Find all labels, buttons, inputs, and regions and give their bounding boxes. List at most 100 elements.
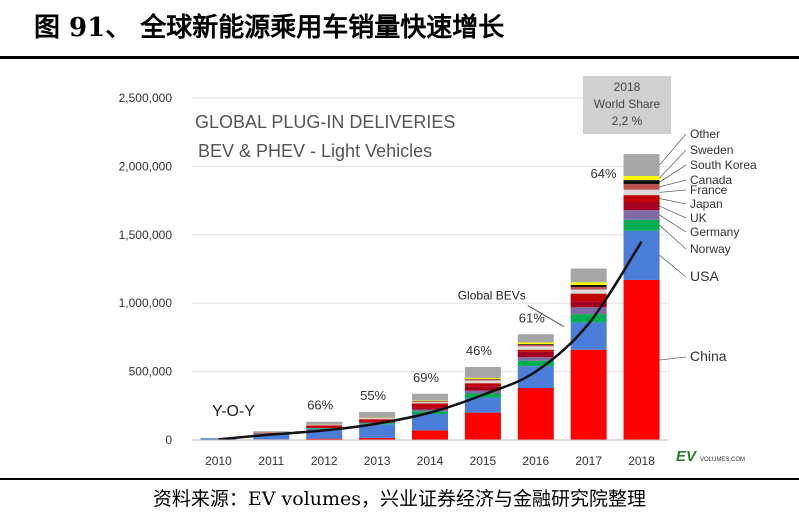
bar-segment-usa: [306, 429, 343, 439]
bar-segment-uk: [517, 351, 554, 358]
leader-uk: [659, 205, 687, 219]
bar-segment-uk: [570, 301, 607, 308]
y-tick-label: 2,500,000: [119, 91, 173, 105]
leader-usa: [659, 255, 687, 278]
yoy-label-2016: 61%: [519, 310, 545, 325]
series-label-japan: Japan: [690, 197, 723, 211]
bar-segment-usa: [623, 230, 660, 280]
leader-other: [659, 133, 687, 166]
bar-segment-germany: [517, 357, 554, 361]
bar-segment-usa: [253, 433, 290, 440]
yoy-label-2018: 64%: [591, 166, 617, 181]
bar-segment-usa: [359, 424, 396, 438]
logo-subtext: VOLUMES.COM: [700, 457, 745, 463]
bar-segment-norway: [517, 360, 554, 367]
bar-segment-france: [570, 289, 607, 294]
bar-segment-france: [412, 402, 448, 404]
x-tick-label: 2017: [575, 454, 602, 468]
bar-segment-germany: [623, 210, 660, 220]
bar-segment-other: [570, 268, 607, 283]
bar-segment-germany: [464, 390, 501, 394]
bar-segment-france: [464, 380, 501, 384]
bar-segment-south-korea: [623, 180, 660, 185]
x-tick-label: 2015: [470, 454, 497, 468]
bar-segment-japan: [253, 432, 290, 434]
bar-segment-china: [517, 388, 554, 440]
leader-sweden: [659, 149, 687, 179]
x-tick-label: 2011: [258, 454, 284, 468]
bar-segment-usa: [517, 366, 554, 389]
bar-segment-usa: [570, 322, 607, 350]
bar-segment-japan: [623, 195, 660, 202]
bar-segment-norway: [623, 219, 660, 231]
bar-segment-japan: [464, 383, 501, 387]
leader-canada: [659, 179, 687, 188]
bar-segment-other: [623, 154, 660, 176]
bar-segment-other: [412, 393, 448, 401]
series-label-canada: Canada: [690, 173, 732, 187]
y-tick-label: 2,000,000: [119, 159, 173, 173]
series-label-norway: Norway: [690, 242, 731, 256]
y-tick-label: 0: [165, 433, 172, 447]
bar-segment-france: [359, 418, 396, 420]
yoy-header: Y-O-Y: [212, 403, 255, 420]
bar-stack-2013: [359, 411, 396, 440]
bar-segment-germany: [570, 307, 607, 315]
leader-japan: [659, 198, 687, 205]
bar-segment-france: [306, 424, 343, 426]
bar-segment-other: [464, 366, 501, 378]
bar-segment-canada: [623, 184, 660, 190]
chart-title-line-2: BEV & PHEV - Light Vehicles: [198, 141, 432, 161]
bar-segment-japan: [359, 419, 396, 422]
y-axis: 0 500,000 1,000,000 1,500,000 2,000,000 2,500…: [119, 91, 173, 447]
bar-segment-uk: [359, 421, 396, 423]
leader-south-korea: [659, 164, 687, 183]
bar-segment-canada: [517, 344, 554, 347]
bar-stack-2012: [306, 421, 343, 440]
bar-segment-norway: [570, 314, 607, 323]
leader-france: [659, 189, 687, 193]
figure-title: 图 91、 全球新能源乘用车销量快速增长: [34, 13, 505, 43]
bar-segment-sweden: [412, 400, 448, 402]
x-axis: 2010 2011 2012 2013 2014 2015 2016 2017 2018: [192, 439, 668, 468]
x-tick-label: 2013: [364, 454, 391, 468]
logo-mark: EV: [676, 448, 698, 465]
bar-segment-usa: [464, 397, 501, 413]
leader-norway: [659, 224, 687, 250]
y-tick-label: 1,000,000: [119, 296, 173, 310]
bar-segment-japan: [517, 349, 554, 352]
top-rule: [0, 56, 799, 59]
series-label-sweden: Sweden: [690, 143, 733, 157]
bar-segment-canada: [464, 379, 501, 381]
yoy-label-2012: 66%: [307, 398, 333, 413]
bar-segment-south-korea: [517, 344, 554, 345]
bar-segment-japan: [570, 293, 607, 302]
bar-segment-china: [306, 438, 343, 440]
bar-segment-sweden: [570, 282, 607, 286]
y-tick-label: 1,500,000: [119, 228, 173, 242]
bar-segment-sweden: [623, 175, 660, 181]
world-share-background: [583, 76, 671, 134]
y-tick-label: 500,000: [129, 365, 173, 379]
bar-segment-south-korea: [570, 285, 607, 288]
world-share-value: 2,2 %: [612, 114, 643, 128]
leader-china: [659, 356, 687, 361]
bar-segment-china: [359, 437, 396, 440]
bar-segment-canada: [412, 401, 448, 403]
bar-segment-japan: [306, 425, 343, 428]
world-share-box: 2018 World Share 2,2 %: [583, 76, 671, 134]
yoy-label-2014: 69%: [413, 370, 439, 385]
yoy-label-2015: 46%: [466, 343, 492, 358]
bar-segment-uk: [412, 407, 448, 410]
bar-segment-uk: [464, 386, 501, 391]
bar-segment-usa: [412, 414, 448, 431]
x-tick-label: 2014: [417, 454, 444, 468]
global-bevs-line-path: [218, 240, 643, 441]
x-tick-label: 2010: [205, 454, 232, 468]
series-label-uk: UK: [690, 211, 707, 225]
bar-stack-2016: [517, 334, 554, 440]
bar-segment-canada: [570, 287, 607, 290]
bar-segment-other: [359, 411, 396, 418]
ev-volumes-logo: EV VOLUMES.COM: [676, 448, 745, 465]
